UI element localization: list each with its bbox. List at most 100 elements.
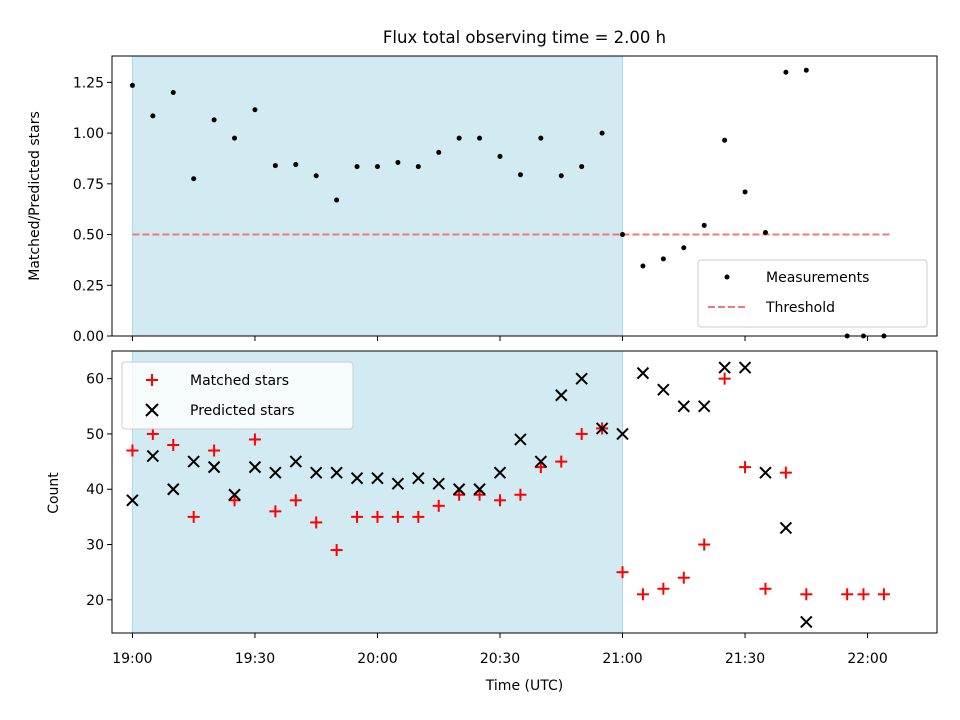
bottom-y-axis-label: Count: [46, 472, 62, 514]
x-b: [269, 466, 282, 479]
measurement-point: [762, 230, 768, 236]
matched-star-point: [877, 588, 890, 601]
predicted-star-point: [350, 471, 364, 485]
matched-star-point: [146, 427, 159, 440]
measurement-point: [150, 113, 156, 119]
x-b: [391, 477, 405, 490]
top-legend-box: [697, 259, 928, 328]
x-tick-label: 19:30: [235, 651, 275, 667]
x-tick-label: 22:00: [847, 651, 887, 667]
matched-star-point: [310, 516, 323, 529]
predicted-star-point: [391, 477, 405, 490]
predicted-star-point: [371, 471, 384, 485]
legend-predicted-marker: [145, 403, 159, 417]
matched-star-point: [493, 494, 506, 507]
measurement-point: [660, 256, 666, 262]
bottom-legend: Matched stars Predicted stars: [121, 361, 354, 430]
predicted-star-point: [187, 455, 200, 468]
top-legend: Measurements Threshold: [697, 259, 928, 328]
top-shaded-region: [131, 56, 624, 336]
predicted-star-point: [207, 460, 221, 474]
legend-measurements-label: Measurements: [766, 270, 869, 286]
x-b: [432, 477, 445, 490]
matched-star-point: [187, 510, 200, 523]
predicted-star-point: [738, 361, 752, 374]
x-b: [779, 521, 793, 535]
top-y-tick-label: 1.25: [73, 75, 104, 91]
measurement-point: [701, 222, 707, 228]
predicted-star-point: [636, 366, 650, 380]
measurement-point: [395, 160, 401, 166]
matched-star-point: [371, 510, 384, 523]
x-tick-label: 20:30: [480, 651, 520, 667]
x-tick-label: 20:00: [357, 651, 397, 667]
x-b: [187, 455, 200, 468]
x-b: [207, 460, 221, 474]
measurement-point: [272, 163, 278, 169]
measurement-point: [436, 149, 442, 155]
measurement-point: [722, 137, 728, 143]
x-b: [289, 455, 302, 468]
matched-star-point: [453, 488, 466, 501]
measurement-point: [803, 67, 809, 73]
measurement-point: [313, 173, 319, 179]
measurement-point: [681, 245, 687, 251]
predicted-star-point: [697, 400, 711, 413]
measurement-point: [579, 164, 585, 170]
matched-star-point: [677, 571, 690, 584]
predicted-star-point: [310, 466, 323, 479]
x-b: [146, 449, 160, 463]
matched-star-point: [575, 427, 588, 440]
x-b: [697, 400, 711, 413]
x-b: [167, 483, 180, 496]
x-b: [636, 366, 650, 380]
matched-star-point: [657, 582, 670, 595]
predicted-star-point: [228, 488, 241, 501]
measurement-point: [538, 135, 544, 141]
x-b: [493, 466, 507, 479]
measurement-point: [599, 130, 605, 136]
measurement-point: [374, 164, 380, 170]
matched-star-point: [167, 439, 180, 451]
x-b: [412, 471, 425, 485]
matched-star-point: [739, 461, 752, 474]
matched-star-point: [718, 372, 731, 385]
x-b: [310, 466, 323, 479]
x-b: [800, 615, 813, 629]
bottom-y-axis: 20 30 40 50 60: [86, 372, 112, 609]
matched-star-point: [208, 444, 221, 457]
top-y-tick-label: 0.25: [73, 278, 104, 294]
x-b: [371, 471, 384, 485]
top-y-tick-label: 0.75: [73, 177, 104, 193]
top-y-tick-label: 0.50: [73, 228, 104, 244]
bottom-plot-frame: [111, 350, 938, 634]
x-b: [677, 400, 690, 413]
predicted-star-point: [575, 372, 588, 385]
x-b: [228, 488, 241, 501]
measurement-point: [477, 135, 483, 141]
measurement-point: [783, 69, 789, 75]
matched-star-point: [412, 510, 425, 523]
predicted-star-point: [248, 460, 262, 474]
x-b: [657, 383, 670, 396]
measurement-point: [640, 263, 646, 269]
x-b: [452, 483, 466, 496]
x-tick-label: 19:00: [112, 651, 152, 667]
measurement-point: [558, 173, 564, 179]
predicted-star-point: [330, 466, 343, 479]
matched-star-point: [698, 538, 711, 551]
bottom-legend-box: [121, 361, 354, 430]
matched-star-point: [228, 494, 241, 507]
predicted-star-point: [269, 466, 282, 479]
measurement-point: [170, 90, 176, 96]
measurement-point: [742, 189, 748, 195]
x-b: [718, 361, 731, 374]
matched-star-point: [432, 499, 445, 512]
measurement-point: [354, 164, 360, 170]
matched-star-point: [534, 461, 547, 474]
top-x-ticks: [131, 336, 869, 341]
matched-star-point: [269, 505, 282, 518]
matched-star-point: [616, 566, 629, 579]
matched-star-point: [857, 588, 870, 601]
